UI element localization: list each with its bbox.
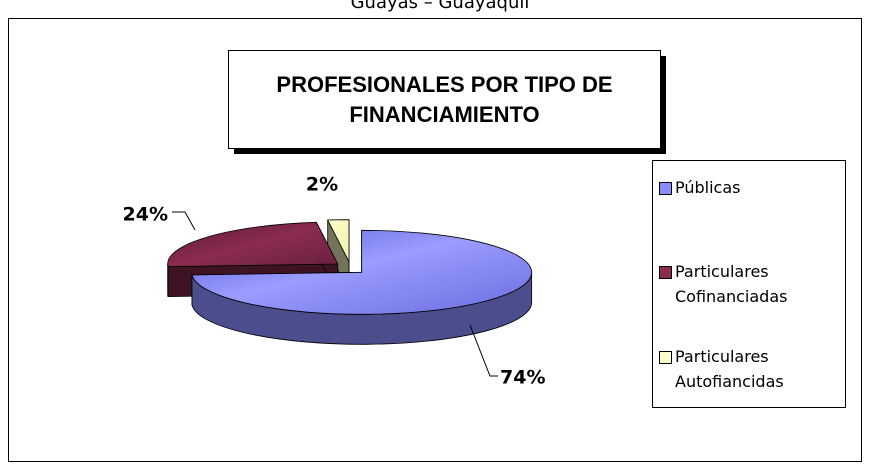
legend-swatch bbox=[659, 351, 672, 364]
slice bbox=[327, 219, 350, 262]
data-label: 24% bbox=[123, 204, 168, 226]
legend-item: Particulares Cofinanciadas bbox=[659, 259, 839, 309]
legend-label: Públicas bbox=[675, 178, 741, 197]
legend-swatch bbox=[659, 182, 672, 195]
legend-label: Particulares Cofinanciadas bbox=[675, 262, 788, 306]
header: Guayas – Guayaquil bbox=[351, 0, 530, 13]
title-wrap: PROFESIONALES POR TIPO DE FINANCIAMIENTO bbox=[276, 71, 613, 127]
legend-swatch bbox=[659, 266, 672, 279]
leader-line bbox=[172, 211, 196, 231]
slice bbox=[191, 229, 533, 315]
leader-line bbox=[469, 324, 498, 377]
chart-title: PROFESIONALES POR TIPO DE FINANCIAMIENTO bbox=[276, 71, 613, 127]
legend-item: Públicas bbox=[659, 175, 839, 200]
title-box bbox=[228, 50, 661, 149]
data-label: 74% bbox=[500, 367, 545, 389]
legend: Públicas Particulares Cofinanciadas Partic… bbox=[652, 160, 846, 408]
data-label: 2% bbox=[306, 174, 338, 196]
slice bbox=[167, 221, 339, 268]
chart-border bbox=[8, 18, 862, 462]
legend-label: Particulares Autofiancidas bbox=[675, 347, 784, 391]
legend-item: Particulares Autofiancidas bbox=[659, 344, 839, 394]
